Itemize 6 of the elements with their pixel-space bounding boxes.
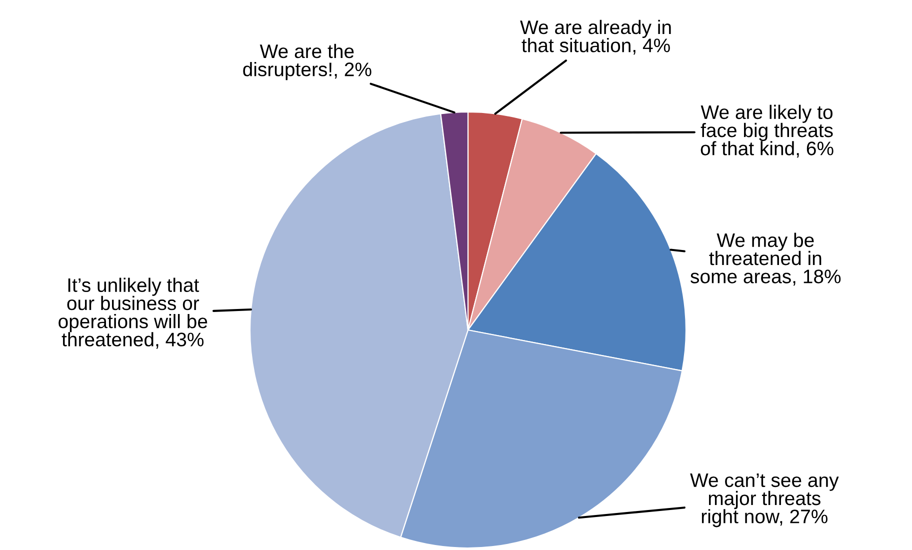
slice-label: We can’t see any major threats right now, 27% [690,474,839,528]
slice-label: We are likely to face big threats of that kind, 6% [700,104,834,158]
slice-label: We are the disrupters!, 2% [243,44,372,80]
slice-label: We may be threatened in some areas, 18% [690,232,841,286]
slice-label: We are already in that situation, 4% [520,20,671,55]
slice-label: It’s unlikely that our business or operations will be threatened, 43% [58,278,208,349]
